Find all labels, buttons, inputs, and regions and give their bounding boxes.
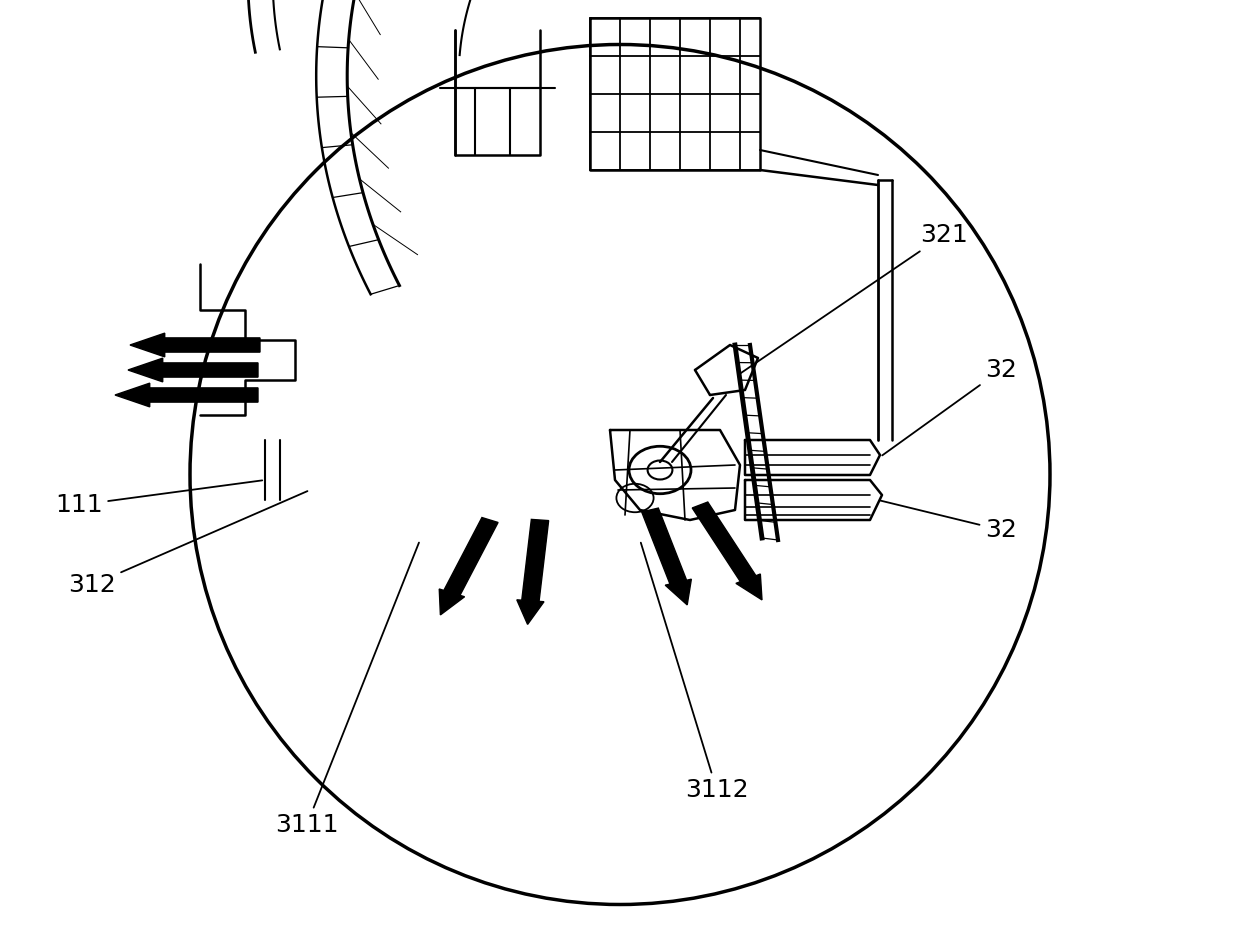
Text: 312: 312 — [68, 492, 308, 597]
FancyArrow shape — [115, 383, 258, 407]
FancyArrow shape — [517, 519, 548, 624]
FancyArrow shape — [692, 502, 763, 600]
Text: 3111: 3111 — [275, 543, 419, 837]
Text: 3112: 3112 — [641, 543, 749, 802]
Text: 32: 32 — [882, 358, 1017, 456]
FancyArrow shape — [641, 508, 692, 605]
Text: 111: 111 — [55, 480, 262, 517]
FancyArrow shape — [439, 517, 498, 615]
FancyArrow shape — [130, 333, 260, 357]
Text: 321: 321 — [740, 223, 967, 374]
Text: 32: 32 — [880, 501, 1017, 542]
FancyArrow shape — [128, 358, 258, 381]
